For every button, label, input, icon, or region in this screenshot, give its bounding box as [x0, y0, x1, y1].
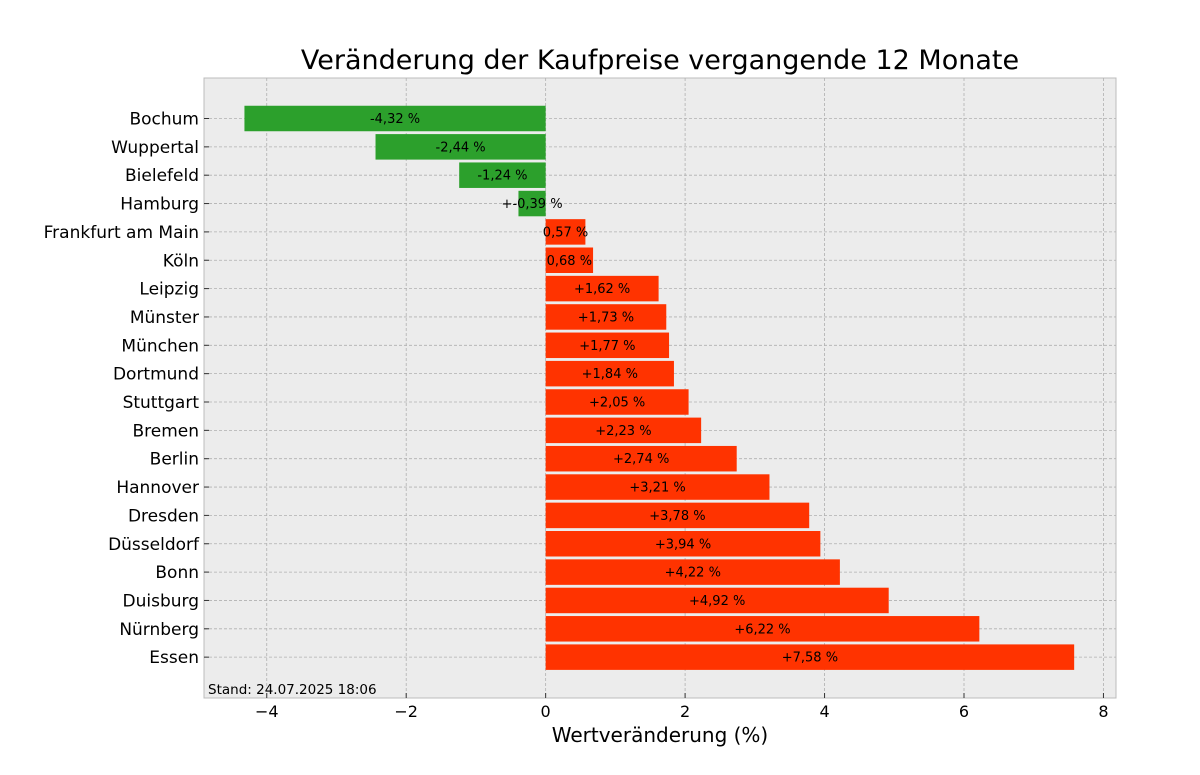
bar — [545, 644, 1075, 670]
bar-value-label: +1,77 % — [579, 339, 635, 354]
category-label: Düsseldorf — [108, 535, 200, 555]
category-label: Bonn — [155, 563, 199, 583]
x-tick-label: 4 — [819, 702, 829, 721]
bar — [545, 219, 586, 245]
y-axis-categories: Bochum Wuppertal Bielefeld Hamburg Frankfurt… — [44, 110, 209, 668]
bar — [545, 304, 667, 330]
category-label: Dresden — [128, 506, 199, 526]
x-tick-label: 8 — [1098, 702, 1108, 721]
bar-value-label: +-0,39 % — [502, 197, 563, 212]
bar — [545, 332, 670, 359]
bars — [244, 105, 1075, 670]
bar-value-labels: -4,32 % -2,44 % -1,24 % +-0,39 % 0,57 % 0,68 … — [370, 112, 838, 666]
category-label: Dortmund — [113, 365, 199, 385]
category-label: Frankfurt am Main — [44, 223, 199, 243]
category-label: Stuttgart — [123, 393, 200, 413]
x-tick-label: 6 — [959, 702, 969, 721]
bar — [545, 275, 659, 302]
bar-value-label: +1,73 % — [578, 310, 634, 325]
category-label: Hannover — [116, 478, 199, 498]
bar-value-label: +3,21 % — [629, 481, 685, 496]
bar — [545, 559, 840, 585]
bar — [244, 105, 546, 132]
category-label: Bochum — [129, 110, 199, 130]
bar-value-label: -2,44 % — [436, 140, 486, 155]
category-label: Leipzig — [139, 280, 199, 300]
chart-title: Veränderung der Kaufpreise vergangende 1… — [301, 45, 1019, 76]
category-label: Hamburg — [120, 195, 199, 215]
bar-value-label: +7,58 % — [782, 651, 838, 666]
bar — [545, 389, 689, 415]
bar — [375, 134, 546, 160]
category-label: Münster — [130, 308, 199, 328]
bar — [545, 474, 770, 500]
category-label: Bielefeld — [125, 166, 199, 186]
x-tick-label: −4 — [255, 702, 279, 721]
category-label: Bremen — [132, 421, 199, 441]
bar — [545, 502, 810, 529]
timestamp-annotation: Stand: 24.07.2025 18:06 — [208, 682, 377, 698]
bar — [459, 162, 546, 188]
bar-value-label: +4,92 % — [689, 594, 745, 609]
bar — [545, 360, 674, 387]
category-label: München — [121, 336, 199, 356]
bar-value-label: 0,57 % — [543, 225, 588, 240]
bar — [545, 616, 980, 642]
category-label: Wuppertal — [111, 138, 199, 158]
bar-value-label: -1,24 % — [477, 169, 527, 184]
bar-value-label: -4,32 % — [370, 112, 420, 127]
bar-value-label: +2,23 % — [595, 424, 651, 439]
x-tick-label: 0 — [541, 702, 551, 721]
bar — [545, 445, 737, 472]
bar — [545, 531, 821, 557]
category-label: Nürnberg — [119, 620, 199, 640]
bar-value-label: +1,84 % — [582, 367, 638, 382]
bar-value-label: 0,68 % — [547, 254, 592, 269]
category-label: Berlin — [150, 450, 199, 470]
x-tick-label: 2 — [680, 702, 690, 721]
x-tick-label: −2 — [394, 702, 418, 721]
bar — [545, 247, 594, 273]
bar-value-label: +3,94 % — [655, 537, 711, 552]
bar — [545, 587, 889, 614]
category-label: Duisburg — [123, 591, 200, 611]
x-axis-ticks: −4 −2 0 2 4 6 8 — [255, 693, 1109, 721]
category-label: Essen — [149, 648, 199, 668]
bar-value-label: +6,22 % — [734, 622, 790, 637]
bar-value-label: +4,22 % — [665, 566, 721, 581]
bar-value-label: +1,62 % — [574, 282, 630, 297]
bar-value-label: +2,74 % — [613, 452, 669, 467]
bar-value-label: +2,05 % — [589, 396, 645, 411]
x-axis-label: Wertveränderung (%) — [552, 723, 769, 747]
bar-value-label: +3,78 % — [649, 509, 705, 524]
bar — [518, 190, 546, 217]
category-label: Köln — [163, 251, 199, 271]
bar — [545, 417, 702, 444]
